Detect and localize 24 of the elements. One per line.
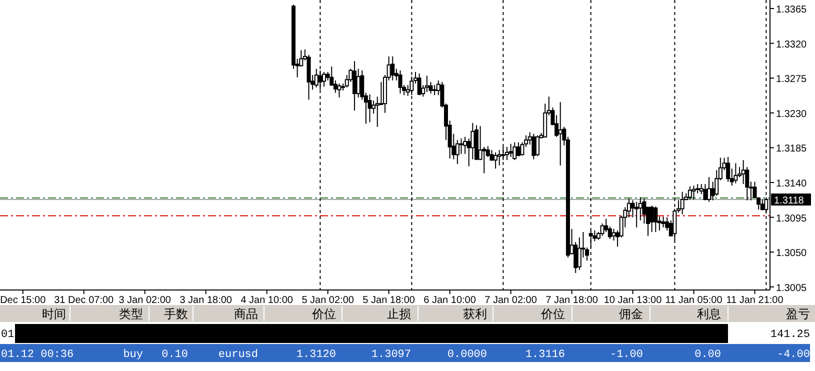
x-tick-label: Dec 15:00: [0, 295, 46, 306]
x-tick-label: 11 Jan 05:00: [665, 295, 723, 306]
x-tick-label: 5 Jan 18:00: [362, 295, 416, 306]
y-tick-label: 1.3365: [776, 4, 808, 16]
y-tick-label: 1.3320: [776, 39, 808, 50]
y-tick-label: 1.3095: [776, 213, 808, 224]
y-tick-label: 1.3230: [776, 108, 808, 120]
y-tick-label: 1.3005: [776, 282, 808, 294]
x-tick-label: 6 Jan 10:00: [424, 295, 476, 306]
x-tick-label: 7 Jan 02:00: [484, 295, 538, 306]
x-tick-label: 3 Jan 02:00: [118, 295, 172, 306]
x-tick-label: 31 Dec 07:00: [54, 295, 114, 306]
x-tick-label: 5 Jan 02:00: [302, 295, 354, 306]
x-tick-label: 4 Jan 10:00: [240, 295, 294, 306]
y-tick-label: 1.3140: [776, 178, 808, 190]
x-tick-label: 11 Jan 21:00: [726, 295, 784, 306]
x-tick-label: 10 Jan 13:00: [604, 295, 662, 306]
y-tick-label: 1.3275: [776, 74, 808, 86]
y-tick-label: 1.3050: [776, 248, 808, 260]
x-tick-label: 3 Jan 18:00: [180, 295, 232, 306]
table: 时间 类型 手数 商品 价位 止损 获利 价位 佣金 利息 盈亏 01 141.25 01.12 00:36 buy 0.10 eurusd 1.3120 1.3097 0.0000 1.3116 -1.00 0.00 -4.00: [0, 305, 815, 362]
y-tick-label: 1.3185: [776, 144, 808, 155]
ref-line-label: 1.3118: [774, 196, 804, 207]
x-tick-label: 7 Jan 18:00: [546, 295, 598, 306]
